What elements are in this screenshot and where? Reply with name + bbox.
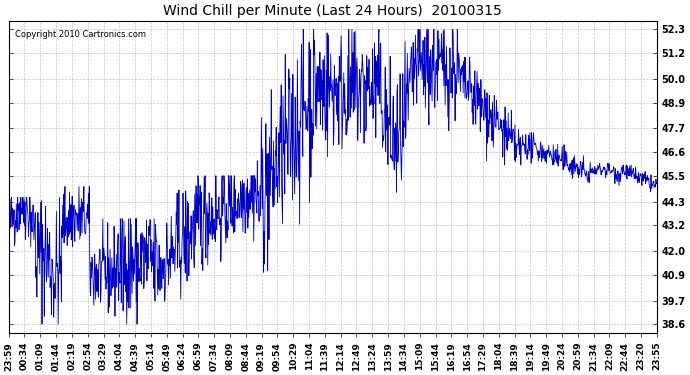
Text: Copyright 2010 Cartronics.com: Copyright 2010 Cartronics.com: [15, 30, 146, 39]
Title: Wind Chill per Minute (Last 24 Hours)  20100315: Wind Chill per Minute (Last 24 Hours) 20…: [164, 4, 502, 18]
